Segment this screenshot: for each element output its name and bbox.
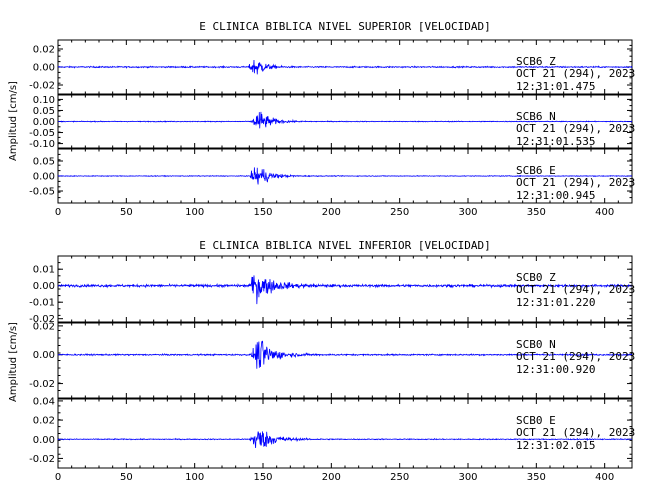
y-tick-label: 0.00 <box>33 117 55 128</box>
date-label: OCT 21 (294), 2023 <box>516 67 635 80</box>
y-tick-label: -0.02 <box>29 314 55 325</box>
waveform-trace <box>57 111 633 129</box>
y-tick-label: 0.04 <box>33 396 55 407</box>
y-axis-label: Amplitud [cm/s] <box>8 81 19 161</box>
station-component-label: SCB0 E <box>516 414 556 427</box>
date-label: OCT 21 (294), 2023 <box>516 426 635 439</box>
x-tick-label: 150 <box>253 472 272 483</box>
x-tick-label: 50 <box>120 207 133 218</box>
waveform-trace <box>57 167 633 185</box>
x-tick-label: 400 <box>595 207 614 218</box>
time-label: 12:31:00.945 <box>516 189 595 202</box>
y-tick-label: 0.00 <box>33 172 55 183</box>
time-label: 12:31:01.220 <box>516 296 595 309</box>
y-axis-label: Amplitud [cm/s] <box>8 322 19 402</box>
x-tick-label: 0 <box>55 207 61 218</box>
station-component-label: SCB6 E <box>516 164 556 177</box>
y-tick-label: 0.02 <box>33 321 55 332</box>
y-tick-label: -0.02 <box>29 379 55 390</box>
y-tick-label: 0.02 <box>33 45 55 56</box>
y-tick-label: -0.01 <box>29 298 55 309</box>
x-tick-label: 400 <box>595 472 614 483</box>
y-tick-label: 0.05 <box>33 157 55 168</box>
y-tick-label: -0.02 <box>29 81 55 92</box>
y-tick-label: -0.05 <box>29 187 55 198</box>
station-component-label: SCB6 N <box>516 110 556 123</box>
y-tick-label: -0.05 <box>29 128 55 139</box>
x-tick-label: 350 <box>527 207 546 218</box>
x-tick-label: 0 <box>55 472 61 483</box>
y-tick-label: 0.00 <box>33 63 55 74</box>
x-tick-label: 300 <box>458 472 477 483</box>
x-tick-label: 100 <box>185 472 204 483</box>
time-label: 12:31:01.535 <box>516 135 595 148</box>
waveform-trace <box>57 275 633 305</box>
time-label: 12:31:00.920 <box>516 363 595 376</box>
y-tick-label: 0.01 <box>33 265 55 276</box>
chart-title: E CLINICA BIBLICA NIVEL INFERIOR [VELOCI… <box>199 239 490 252</box>
chart-group-2: E CLINICA BIBLICA NIVEL INFERIOR [VELOCI… <box>8 239 635 483</box>
station-component-label: SCB6 Z <box>516 55 556 68</box>
x-tick-label: 200 <box>322 207 341 218</box>
waveform-trace <box>57 340 633 369</box>
y-tick-label: -0.10 <box>29 139 55 150</box>
y-tick-label: 0.00 <box>33 350 55 361</box>
y-tick-label: 0.00 <box>33 281 55 292</box>
date-label: OCT 21 (294), 2023 <box>516 350 635 363</box>
chart-title: E CLINICA BIBLICA NIVEL SUPERIOR [VELOCI… <box>199 20 490 33</box>
x-tick-label: 250 <box>390 472 409 483</box>
chart-group-1: E CLINICA BIBLICA NIVEL SUPERIOR [VELOCI… <box>8 20 635 218</box>
y-tick-label: 0.02 <box>33 416 55 427</box>
time-label: 12:31:01.475 <box>516 80 595 93</box>
x-tick-label: 150 <box>253 207 272 218</box>
y-tick-label: 0.00 <box>33 435 55 446</box>
date-label: OCT 21 (294), 2023 <box>516 176 635 189</box>
x-tick-label: 50 <box>120 472 133 483</box>
x-tick-label: 200 <box>322 472 341 483</box>
y-tick-label: 0.10 <box>33 95 55 106</box>
y-tick-label: -0.02 <box>29 454 55 465</box>
time-label: 12:31:02.015 <box>516 439 595 452</box>
x-tick-label: 300 <box>458 207 477 218</box>
x-tick-label: 350 <box>527 472 546 483</box>
station-component-label: SCB0 Z <box>516 271 556 284</box>
y-tick-label: 0.05 <box>33 106 55 117</box>
date-label: OCT 21 (294), 2023 <box>516 283 635 296</box>
date-label: OCT 21 (294), 2023 <box>516 122 635 135</box>
x-tick-label: 100 <box>185 207 204 218</box>
waveform-trace <box>57 431 633 448</box>
x-tick-label: 250 <box>390 207 409 218</box>
waveform-trace <box>57 60 633 75</box>
station-component-label: SCB0 N <box>516 338 556 351</box>
